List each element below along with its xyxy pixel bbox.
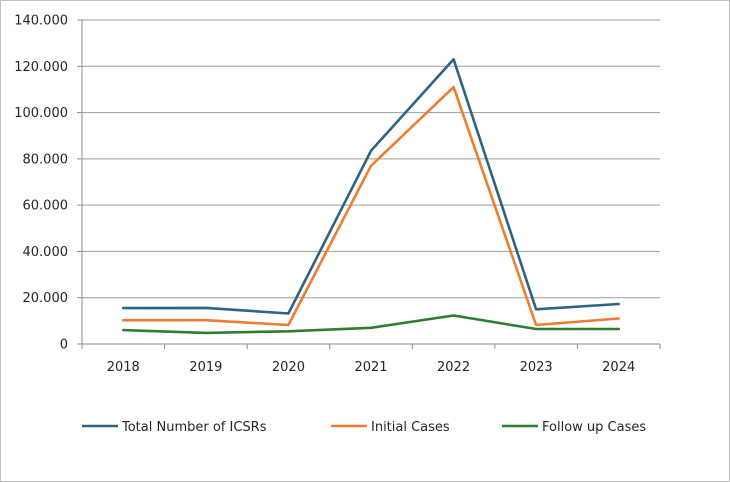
legend: Total Number of ICSRs Initial Cases Follow… xyxy=(82,420,646,435)
x-tick-label: 2023 xyxy=(520,360,553,375)
x-tick-labels: 2018 2019 2020 2021 2022 2023 2024 xyxy=(107,360,636,375)
legend-label-2: Follow up Cases xyxy=(542,420,646,435)
axes xyxy=(77,19,661,349)
series-line-1 xyxy=(122,85,621,327)
y-tick-label: 120.000 xyxy=(14,60,68,75)
legend-label-0: Total Number of ICSRs xyxy=(121,420,267,435)
x-tick-label: 2019 xyxy=(189,360,222,375)
y-tick-label: 140.000 xyxy=(14,14,68,29)
y-tick-label: 0 xyxy=(60,338,68,353)
y-tick-label: 80.000 xyxy=(23,152,69,167)
gridlines xyxy=(82,19,660,299)
y-tick-label: 60.000 xyxy=(23,199,69,214)
legend-label-1: Initial Cases xyxy=(371,420,450,435)
x-tick-label: 2021 xyxy=(354,360,387,375)
x-tick-label: 2022 xyxy=(437,360,470,375)
x-tick-label: 2018 xyxy=(107,360,140,375)
series-line-2 xyxy=(122,314,621,335)
x-tick-label: 2024 xyxy=(602,360,635,375)
y-tick-label: 20.000 xyxy=(23,291,69,306)
x-tick-label: 2020 xyxy=(272,360,305,375)
y-tick-label: 100.000 xyxy=(14,106,68,121)
series-lines xyxy=(122,57,621,335)
series-line-0 xyxy=(122,57,621,315)
y-tick-labels: 0 20.000 40.000 60.000 80.000 100.000 120.000 1… xyxy=(14,14,68,353)
y-tick-label: 40.000 xyxy=(23,245,69,260)
